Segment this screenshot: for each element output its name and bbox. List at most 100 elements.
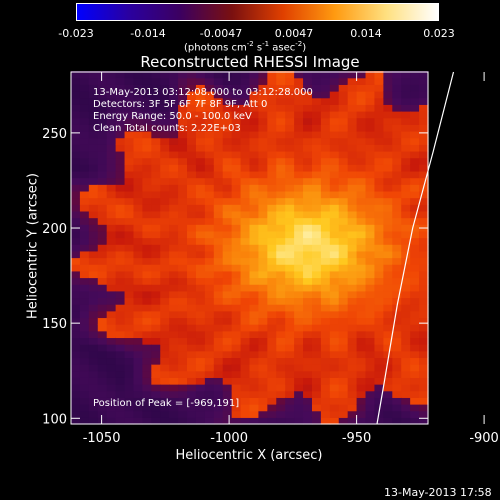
heatmap-cell [151, 210, 161, 219]
heatmap-cell [285, 350, 295, 359]
heatmap-cell [71, 377, 81, 385]
heatmap-cell [311, 124, 322, 132]
heatmap-cell [267, 137, 277, 145]
heatmap-cell [240, 164, 251, 172]
heatmap-cell [222, 184, 233, 192]
heatmap-cell [222, 97, 233, 105]
heatmap-cell [419, 290, 429, 299]
heatmap-cell [303, 97, 313, 105]
heatmap-cell [329, 304, 340, 312]
heatmap-cell [204, 157, 215, 165]
heatmap-cell [231, 217, 242, 225]
heatmap-cell [115, 237, 126, 245]
heatmap-cell [285, 270, 295, 279]
heatmap-cell [320, 384, 331, 392]
heatmap-cell [204, 170, 215, 179]
heatmap-cell [347, 137, 358, 145]
heatmap-cell [204, 164, 215, 172]
heatmap-cell [311, 397, 322, 405]
heatmap-cell [365, 330, 376, 339]
heatmap-cell [222, 284, 233, 292]
heatmap-cell [151, 357, 161, 365]
heatmap-cell [71, 71, 81, 79]
heatmap-cell [285, 410, 295, 418]
heatmap-cell [374, 71, 384, 79]
heatmap-cell [178, 330, 188, 339]
heatmap-cell [258, 390, 268, 398]
heatmap-cell [410, 377, 420, 385]
heatmap-cell [124, 204, 135, 212]
heatmap-cell [356, 111, 367, 119]
heatmap-cell [240, 270, 251, 279]
heatmap-cell [204, 397, 215, 405]
heatmap-cell [294, 277, 304, 285]
heatmap-cell [419, 384, 429, 392]
heatmap-cell [267, 150, 277, 159]
heatmap-cell [249, 104, 260, 112]
heatmap-cell [213, 417, 224, 425]
heatmap-cell [303, 364, 313, 372]
heatmap-cell [115, 224, 126, 232]
heatmap-cell [195, 111, 206, 119]
heatmap-cell [97, 157, 108, 165]
heatmap-cell [115, 404, 126, 412]
heatmap-cell [249, 157, 260, 165]
heatmap-cell [338, 111, 349, 119]
heatmap-cell [187, 84, 197, 92]
heatmap-cell [133, 157, 143, 165]
heatmap-cell [71, 97, 81, 105]
heatmap-cell [356, 377, 367, 385]
heatmap-cell [374, 204, 384, 212]
heatmap-cell [410, 190, 420, 199]
heatmap-cell [124, 144, 135, 152]
heatmap-cell [71, 317, 81, 325]
heatmap-cell [151, 230, 161, 239]
heatmap-cell [347, 224, 358, 232]
heatmap-cell [115, 230, 126, 239]
heatmap-cell [356, 270, 367, 279]
heatmap-cell [356, 364, 367, 372]
heatmap-cell [231, 270, 242, 279]
heatmap-cell [71, 397, 81, 405]
heatmap-cell [204, 330, 215, 339]
heatmap-cell [329, 377, 340, 385]
heatmap-cell [71, 124, 81, 132]
heatmap-cell [374, 250, 384, 259]
heatmap-cell [169, 190, 179, 199]
heatmap-cell [374, 150, 384, 159]
heatmap-cell [303, 124, 313, 132]
heatmap-cell [240, 317, 251, 325]
heatmap-cell [187, 97, 197, 105]
clean-counts-label: Clean Total counts: 2.22E+03 [93, 123, 241, 134]
heatmap-cell [311, 244, 322, 252]
heatmap-cell [187, 177, 197, 185]
heatmap-cell [151, 257, 161, 265]
heatmap-cell [392, 217, 402, 225]
heatmap-cell [392, 350, 402, 359]
heatmap-cell [347, 97, 358, 105]
heatmap-cell [97, 284, 108, 292]
heatmap-cell [222, 157, 233, 165]
heatmap-cell [133, 111, 143, 119]
heatmap-cell [204, 190, 215, 199]
heatmap-cell [374, 264, 384, 272]
heatmap-cell [311, 290, 322, 299]
heatmap-cell [231, 137, 242, 145]
heatmap-cell [106, 270, 117, 279]
heatmap-cell [249, 384, 260, 392]
heatmap-cell [88, 77, 99, 85]
heatmap-cell [285, 284, 295, 292]
heatmap-cell [240, 364, 251, 372]
heatmap-cell [97, 77, 108, 85]
heatmap-cell [285, 217, 295, 225]
heatmap-cell [222, 290, 233, 299]
heatmap-cell [151, 384, 161, 392]
heatmap-cell [213, 164, 224, 172]
heatmap-cell [258, 324, 268, 332]
heatmap-cell [71, 144, 81, 152]
heatmap-cell [374, 304, 384, 312]
heatmap-cell [276, 304, 286, 312]
heatmap-cell [303, 384, 313, 392]
heatmap-cell [106, 404, 117, 412]
heatmap-cell [267, 217, 277, 225]
